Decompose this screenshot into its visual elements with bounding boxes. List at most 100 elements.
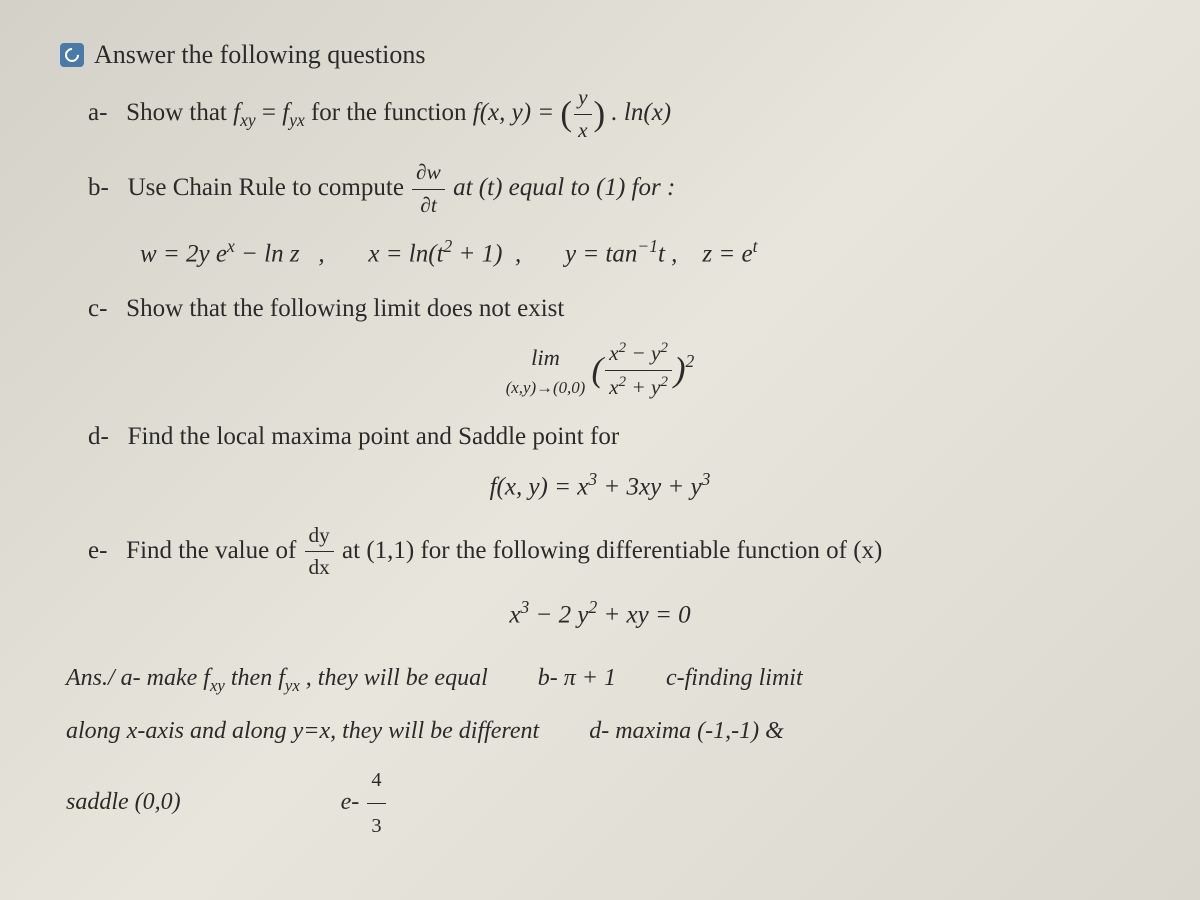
ans-d: d- maxima (-1,-1) &: [589, 705, 784, 758]
qc-limtop: lim: [506, 341, 586, 375]
ans-a: a- make f: [121, 665, 210, 691]
paren-open: (: [560, 94, 572, 133]
ans-prefix-text: Ans./: [66, 665, 115, 691]
qb-zsup: t: [753, 236, 758, 256]
qb-xafter: + 1): [452, 240, 502, 267]
ans-e-wrap: e- 43: [341, 758, 388, 849]
qa-func: f(x, y) =: [473, 99, 561, 126]
answers-row3: saddle (0,0) e- 43: [66, 758, 1140, 849]
qa-sub1: xy: [240, 110, 256, 130]
qa-after: . ln(x): [611, 99, 671, 126]
qc-num-sup1: 2: [619, 340, 626, 356]
section-header: Answer the following questions: [60, 40, 1140, 70]
qc-outer-sup: 2: [686, 351, 695, 371]
qb-pden: ∂t: [412, 190, 445, 222]
bullet-icon: [60, 43, 84, 67]
qc-num-sup2: 2: [660, 340, 667, 356]
qe-dx: dx: [305, 552, 334, 584]
qc-num-b: − y: [626, 341, 660, 365]
paren-close: ): [594, 94, 606, 133]
qc-den-sup2: 2: [660, 374, 667, 390]
question-b-eqs: w = 2y ex − ln z , x = ln(t2 + 1) , y = …: [60, 232, 1140, 274]
question-c-limit: lim (x,y)→(0,0) ( x2 − y2 x2 + y2 )2: [60, 337, 1140, 404]
qa-frac-den: x: [574, 115, 591, 147]
qb-w: w = 2y e: [140, 240, 227, 267]
ans-a-after: , they will be equal: [300, 665, 488, 691]
qe-sup3: 3: [520, 597, 529, 617]
answers-row1: Ans./ a- make fxy then fyx , they will b…: [66, 652, 1140, 705]
ans-a-sub1: xy: [210, 676, 225, 695]
qb-text2: at (t) equal to (1) for :: [453, 174, 675, 201]
label-a: a-: [88, 99, 107, 126]
answers-block: Ans./ a- make fxy then fyx , they will b…: [60, 652, 1140, 848]
qd-lhs: f(x, y) = x: [490, 473, 589, 500]
qb-y: y = tan: [565, 240, 637, 267]
qc-text: Show that the following limit does not e…: [126, 295, 564, 322]
qb-x: x = ln(t: [368, 240, 443, 267]
label-c: c-: [88, 295, 107, 322]
ans-e-den: 3: [367, 804, 385, 849]
qb-wsup: x: [227, 236, 235, 256]
label-b: b-: [88, 174, 109, 201]
ans-prefix: Ans./ a- make fxy then fyx , they will b…: [66, 652, 488, 705]
question-e-eq: x3 − 2 y2 + xy = 0: [60, 594, 1140, 634]
question-c: c- Show that the following limit does no…: [60, 290, 1140, 328]
header-title: Answer the following questions: [94, 40, 425, 70]
qb-text1: Use Chain Rule to compute: [128, 174, 411, 201]
qa-frac-num: y: [574, 82, 591, 115]
question-d: d- Find the local maxima point and Saddl…: [60, 418, 1140, 456]
ans-e: e-: [341, 789, 360, 815]
ans-b: b- π + 1: [538, 652, 616, 705]
qc-num-a: x: [609, 341, 618, 365]
qd-sup2: 3: [702, 469, 711, 489]
worksheet-page: Answer the following questions a- Show t…: [60, 40, 1140, 849]
qe-text1: Find the value of: [126, 537, 302, 564]
ans-a-mid: then f: [225, 665, 285, 691]
qc-limbot: (x,y)→(0,0): [506, 375, 586, 400]
question-b: b- Use Chain Rule to compute ∂w∂t at (t)…: [60, 157, 1140, 222]
qe-sup2: 2: [588, 597, 597, 617]
qc-frac: x2 − y2 x2 + y2: [605, 337, 672, 404]
question-a: a- Show that fxy = fyx for the function …: [60, 82, 1140, 147]
qa-eq: =: [262, 99, 282, 126]
question-d-func: f(x, y) = x3 + 3xy + y3: [60, 466, 1140, 506]
ans-line2: along x-axis and along y=x, they will be…: [66, 705, 539, 758]
qb-ysup: −1: [637, 236, 658, 256]
qc-pc: ): [674, 351, 686, 390]
answers-row2: along x-axis and along y=x, they will be…: [66, 705, 1140, 758]
qa-frac: yx: [574, 82, 591, 147]
label-d: d-: [88, 423, 109, 450]
qe-mid1: − 2 y: [529, 602, 588, 629]
qc-den-a: x: [609, 375, 618, 399]
qc-lim: lim (x,y)→(0,0): [506, 341, 586, 400]
qe-dy: dy: [305, 520, 334, 553]
qc-den-b: + y: [626, 375, 660, 399]
qb-wafter: − ln z: [235, 240, 300, 267]
ans-e-frac: 43: [367, 758, 385, 849]
qc-den: x2 + y2: [605, 371, 672, 404]
qd-sup1: 3: [588, 469, 597, 489]
qb-z: z = e: [702, 240, 752, 267]
ans-a-sub2: yx: [285, 676, 300, 695]
qe-mid2: + xy = 0: [597, 602, 690, 629]
question-e: e- Find the value of dydx at (1,1) for t…: [60, 520, 1140, 585]
qe-lhs: x: [509, 602, 520, 629]
qc-po: (: [592, 351, 604, 390]
qc-num: x2 − y2: [605, 337, 672, 371]
qb-partial: ∂w∂t: [412, 157, 445, 222]
ans-saddle: saddle (0,0): [66, 776, 181, 829]
ans-e-num: 4: [367, 758, 385, 804]
qa-text2: for the function: [311, 99, 473, 126]
qa-text1: Show that: [126, 99, 233, 126]
qe-frac: dydx: [305, 520, 334, 585]
qa-sub2: yx: [289, 110, 305, 130]
qb-yafter: t ,: [658, 240, 677, 267]
qc-den-sup1: 2: [619, 374, 626, 390]
qe-text2: at (1,1) for the following differentiabl…: [342, 537, 882, 564]
label-e: e-: [88, 537, 107, 564]
qb-pnum: ∂w: [412, 157, 445, 190]
qd-mid: + 3xy + y: [597, 473, 702, 500]
ans-c: c-finding limit: [666, 652, 803, 705]
qb-xsup: 2: [444, 236, 453, 256]
qd-text: Find the local maxima point and Saddle p…: [128, 423, 620, 450]
